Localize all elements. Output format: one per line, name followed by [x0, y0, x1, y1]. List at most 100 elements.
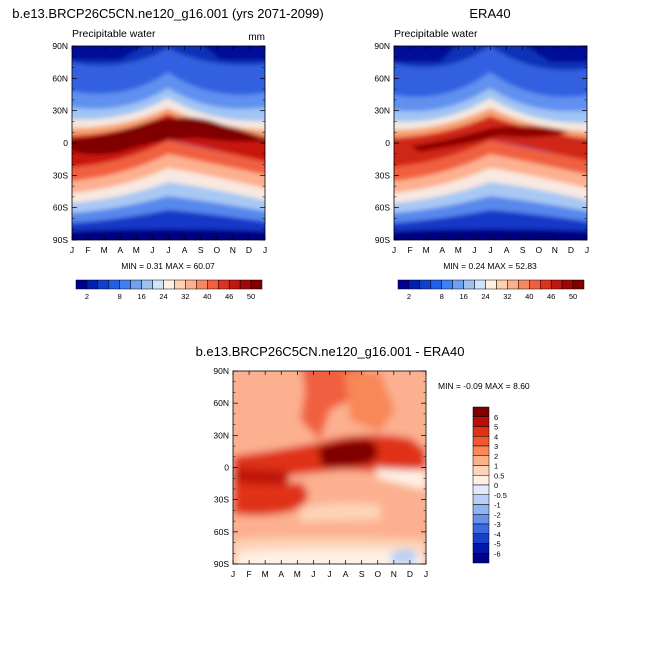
colorbar-swatch: [174, 279, 186, 290]
colorbar-swatch: [472, 475, 490, 486]
colorbar-swatch: [108, 279, 121, 290]
colorbar-swatch: [397, 279, 410, 290]
colorbar-swatch: [441, 279, 453, 290]
colorbar-tick-label: -3: [494, 520, 501, 529]
panel-model-colorbar: 2 8 16 24 32 40 46 50: [75, 279, 263, 301]
colorbar-swatch: [550, 279, 563, 290]
colorbar-tick-label: 1: [494, 462, 498, 471]
y-tick-label: 90N: [213, 366, 229, 376]
x-tick-label: F: [407, 245, 412, 255]
colorbar-tick-label: 16: [459, 292, 467, 301]
y-tick-label: 90S: [53, 235, 68, 245]
y-tick-label: 30S: [375, 170, 390, 180]
y-tick-label: 60N: [52, 73, 68, 83]
panel-era40-stats: MIN = 0.24 MAX = 52.83: [443, 261, 537, 271]
colorbar-swatch: [75, 279, 88, 290]
x-tick-label: A: [343, 569, 349, 579]
colorbar-tick-label: 32: [181, 292, 189, 301]
panel-era40: ERA40 Precipitable water: [374, 6, 589, 301]
colorbar-swatch: [472, 455, 490, 466]
x-tick-label: J: [424, 569, 428, 579]
colorbar-swatch: [472, 533, 490, 544]
colorbar-swatch: [529, 279, 541, 290]
colorbar-tick-label: 2: [494, 452, 498, 461]
colorbar-tick-label: 50: [247, 292, 255, 301]
colorbar-tick-label: 6: [494, 413, 498, 422]
panel-era40-left-label: Precipitable water: [394, 28, 478, 40]
y-tick-label: 90S: [214, 559, 229, 569]
y-tick-label: 0: [385, 138, 390, 148]
colorbar-tick-label: 2: [85, 292, 89, 301]
colorbar-swatch: [452, 279, 464, 290]
colorbar-swatch: [472, 416, 490, 427]
x-tick-label: J: [311, 569, 315, 579]
colorbar-swatch: [463, 279, 475, 290]
x-tick-label: M: [423, 245, 430, 255]
colorbar-tick-label: -6: [494, 549, 501, 558]
colorbar-swatch: [207, 279, 219, 290]
y-tick-label: 60S: [53, 203, 68, 213]
colorbar-swatch: [196, 279, 208, 290]
x-tick-label: J: [166, 245, 170, 255]
y-tick-label: 30S: [214, 495, 229, 505]
x-tick-label: A: [439, 245, 445, 255]
x-tick-label: J: [585, 245, 589, 255]
colorbar-swatch: [485, 279, 497, 290]
colorbar-tick-label: 2: [407, 292, 411, 301]
panel-difference-stats: MIN = -0.09 MAX = 8.60: [438, 381, 530, 391]
colorbar-swatch: [472, 494, 490, 505]
colorbar-swatch: [472, 426, 490, 437]
x-tick-label: O: [535, 245, 542, 255]
x-tick-label: M: [101, 245, 108, 255]
colorbar-tick-label: 50: [569, 292, 577, 301]
colorbar-swatch: [408, 279, 421, 290]
x-tick-label: F: [85, 245, 90, 255]
colorbar-swatch: [472, 465, 490, 476]
colorbar-swatch: [472, 445, 490, 456]
colorbar-tick-label: 32: [503, 292, 511, 301]
x-tick-label: M: [262, 569, 269, 579]
x-tick-label: O: [374, 569, 381, 579]
colorbar-swatch: [239, 279, 252, 290]
colorbar-tick-label: 3: [494, 442, 498, 451]
colorbar-tick-label: 40: [203, 292, 211, 301]
colorbar-swatch: [119, 279, 131, 290]
colorbar-swatch: [474, 279, 486, 290]
y-tick-label: 60N: [213, 398, 229, 408]
colorbar-swatch: [228, 279, 241, 290]
x-tick-label: S: [359, 569, 365, 579]
x-tick-label: J: [70, 245, 74, 255]
x-tick-label: N: [552, 245, 558, 255]
colorbar-tick-label: 40: [525, 292, 533, 301]
panel-model-left-label: Precipitable water: [72, 28, 156, 40]
colorbar-swatch: [507, 279, 519, 290]
colorbar-tick-label: -0.5: [494, 491, 507, 500]
colorbar-tick-label: 46: [547, 292, 555, 301]
x-tick-label: O: [213, 245, 220, 255]
colorbar-swatch: [430, 279, 443, 290]
x-tick-label: J: [263, 245, 267, 255]
x-tick-label: A: [504, 245, 510, 255]
colorbar-swatch: [130, 279, 142, 290]
colorbar-tick-label: -4: [494, 530, 501, 539]
colorbar-swatch: [472, 406, 490, 417]
panel-model-title: b.e13.BRCP26C5CN.ne120_g16.001 (yrs 2071…: [12, 6, 323, 21]
colorbar-swatch: [419, 279, 432, 290]
colorbar-swatch: [561, 279, 574, 290]
colorbar-swatch: [472, 553, 490, 564]
y-tick-label: 60S: [375, 203, 390, 213]
panel-model-units: mm: [248, 32, 265, 43]
colorbar-tick-label: 0: [494, 481, 498, 490]
colorbar-swatch: [472, 484, 490, 495]
colorbar-tick-label: 16: [137, 292, 145, 301]
y-tick-label: 30N: [213, 430, 229, 440]
panel-difference-title: b.e13.BRCP26C5CN.ne120_g16.001 - ERA40: [196, 344, 465, 359]
y-tick-label: 0: [63, 138, 68, 148]
colorbar-swatch: [163, 279, 175, 290]
colorbar-tick-label: 8: [118, 292, 122, 301]
panel-model-stats: MIN = 0.31 MAX = 60.07: [121, 261, 215, 271]
colorbar-swatch: [141, 279, 153, 290]
